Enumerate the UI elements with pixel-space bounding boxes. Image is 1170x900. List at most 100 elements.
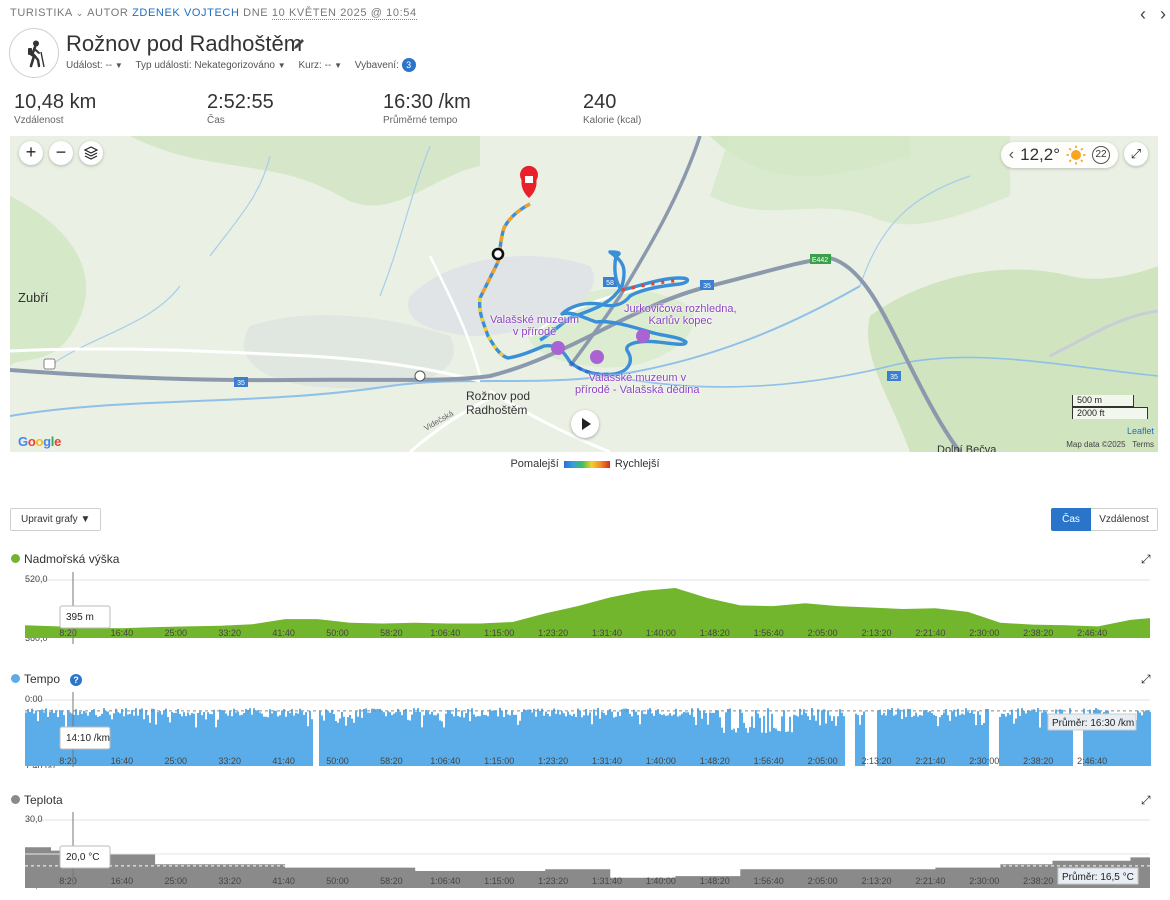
- speed-legend-faster: Rychlejší: [614, 458, 660, 470]
- terms-link[interactable]: Terms: [1132, 440, 1154, 449]
- expand-temperature-chart-icon[interactable]: ⤢: [1141, 793, 1151, 807]
- pace-bar: [199, 711, 201, 766]
- stat-value: 2:52:55: [207, 91, 274, 113]
- zoom-in-button[interactable]: +: [19, 141, 43, 165]
- edit-charts-button[interactable]: Upravit grafy ▼: [10, 508, 102, 531]
- author-link[interactable]: ZDENEK VOJTECH: [132, 7, 240, 19]
- poi-label-museum-village[interactable]: Valašské muzeum v přírodě - Valašská dědi…: [575, 372, 700, 396]
- tooltip-box: [59, 726, 111, 750]
- chevron-down-icon[interactable]: ⌄: [75, 8, 85, 18]
- pace-bar: [747, 732, 749, 766]
- pace-bar: [563, 713, 565, 766]
- x-tick-label: 25:00: [165, 876, 188, 886]
- expand-pace-chart-icon[interactable]: ⤢: [1141, 672, 1151, 686]
- expand-elevation-chart-icon[interactable]: ⤢: [1141, 552, 1151, 566]
- pace-bar: [1109, 723, 1111, 766]
- pace-bar: [1031, 709, 1033, 766]
- pace-bar: [183, 712, 185, 766]
- map-scale: 500 m 2000 ft: [1072, 395, 1148, 419]
- pace-bar: [961, 713, 963, 766]
- pace-bar: [923, 710, 925, 766]
- previous-activity-icon[interactable]: ‹: [1140, 4, 1146, 24]
- pace-bar: [485, 715, 487, 766]
- museum-icon[interactable]: [590, 350, 604, 364]
- chevron-left-icon[interactable]: ‹: [1008, 146, 1015, 163]
- pace-bar: [657, 709, 659, 766]
- pace-bar: [415, 712, 417, 766]
- pace-bar: [1105, 710, 1107, 766]
- pace-bar: [1145, 710, 1147, 766]
- pace-bar: [883, 712, 885, 766]
- gear-count-badge: 3: [401, 58, 416, 72]
- pace-bar: [1037, 708, 1039, 766]
- pace-bar: [409, 720, 411, 766]
- pace-bar: [1007, 713, 1009, 766]
- pace-bar: [947, 715, 949, 766]
- fullscreen-button[interactable]: ⤢: [1124, 142, 1148, 166]
- pace-bar: [193, 713, 195, 766]
- pace-bar: [1063, 716, 1065, 766]
- pace-bar: [763, 715, 765, 766]
- x-tick-label: 1:48:20: [700, 756, 730, 766]
- temperature-chart[interactable]: 30,020,010,08:2016:4025:0033:2041:4050:0…: [0, 812, 1170, 890]
- pace-bar: [533, 708, 535, 766]
- activity-map[interactable]: 35 58 35 E442 35 Videčská + −: [10, 136, 1158, 452]
- zoom-out-button[interactable]: −: [49, 141, 73, 165]
- pace-bar: [321, 715, 323, 766]
- pace-chart[interactable]: 0:00 50:00 1:40:00 Průměr: 16:30 /km 8:20 16:…: [0, 692, 1170, 768]
- play-replay-button[interactable]: [571, 410, 599, 438]
- event-type-dropdown[interactable]: Typ události: Nekategorizováno ▼: [135, 59, 286, 71]
- course-dropdown[interactable]: Kurz: -- ▼: [298, 59, 342, 71]
- pace-bar: [1133, 716, 1135, 766]
- pace-bar: [351, 718, 353, 766]
- pace-bar: [1123, 720, 1125, 766]
- pace-bar: [1021, 708, 1023, 766]
- pace-bar: [155, 724, 157, 766]
- toggle-distance-button[interactable]: Vzdálenost: [1091, 508, 1158, 531]
- pace-bar: [963, 714, 965, 766]
- pace-bar: [497, 716, 499, 766]
- pace-bar: [35, 710, 37, 766]
- event-dropdown[interactable]: Událost: -- ▼: [66, 59, 123, 71]
- pace-bar: [1111, 714, 1113, 766]
- leaflet-link[interactable]: Leaflet: [1126, 426, 1154, 436]
- finish-marker[interactable]: [491, 247, 505, 261]
- pace-bar: [915, 712, 917, 766]
- poi-label-museum[interactable]: Valašské muzeum v přírodě: [490, 314, 580, 338]
- edit-title-pencil-icon[interactable]: [292, 37, 306, 51]
- breadcrumb-category[interactable]: TURISTIKA: [10, 7, 73, 19]
- lookout-tower-icon[interactable]: [636, 329, 650, 343]
- activity-date[interactable]: 10 KVĚTEN 2025 @ 10:54: [271, 7, 417, 20]
- pace-bar: [695, 725, 697, 766]
- weather-widget[interactable]: ‹ 12,2° 22: [1000, 142, 1118, 168]
- pace-bar: [777, 730, 779, 766]
- pace-chart-title: Tempo?: [11, 672, 83, 686]
- elevation-chart[interactable]: 520,0360,08:2016:4025:0033:2041:4050:005…: [0, 572, 1170, 644]
- pace-bar: [231, 716, 233, 766]
- y-tick-label: 0:00: [25, 694, 43, 704]
- museum-icon[interactable]: [551, 341, 565, 355]
- pace-bar: [341, 711, 343, 766]
- layers-button[interactable]: [79, 141, 103, 165]
- x-tick-label: 1:06:40: [430, 756, 460, 766]
- gear-link[interactable]: Vybavení: 3: [355, 58, 416, 72]
- pace-bar: [663, 714, 665, 766]
- pace-bar: [649, 708, 651, 766]
- pace-bar: [901, 719, 903, 766]
- pace-bar: [943, 712, 945, 766]
- pace-bar: [177, 709, 179, 766]
- pace-bar: [385, 716, 387, 766]
- pace-bar: [939, 717, 941, 766]
- x-tick-label: 1:15:00: [484, 876, 514, 886]
- poi-label-lookout-tower[interactable]: Jurkovičova rozhledna, Karlův kopec: [624, 303, 737, 327]
- breadcrumb: TURISTIKA ⌄ AUTOR ZDENEK VOJTECH DNE 10 …: [10, 7, 417, 20]
- x-tick-label: 41:40: [272, 756, 295, 766]
- pace-bar: [833, 716, 835, 766]
- pace-bar: [339, 718, 341, 766]
- pace-bar: [761, 732, 763, 766]
- next-activity-icon[interactable]: ›: [1160, 4, 1166, 24]
- help-icon[interactable]: ?: [70, 674, 83, 686]
- x-tick-label: 58:20: [380, 756, 403, 766]
- toggle-time-button[interactable]: Čas: [1051, 508, 1091, 531]
- pace-bar: [1065, 717, 1067, 766]
